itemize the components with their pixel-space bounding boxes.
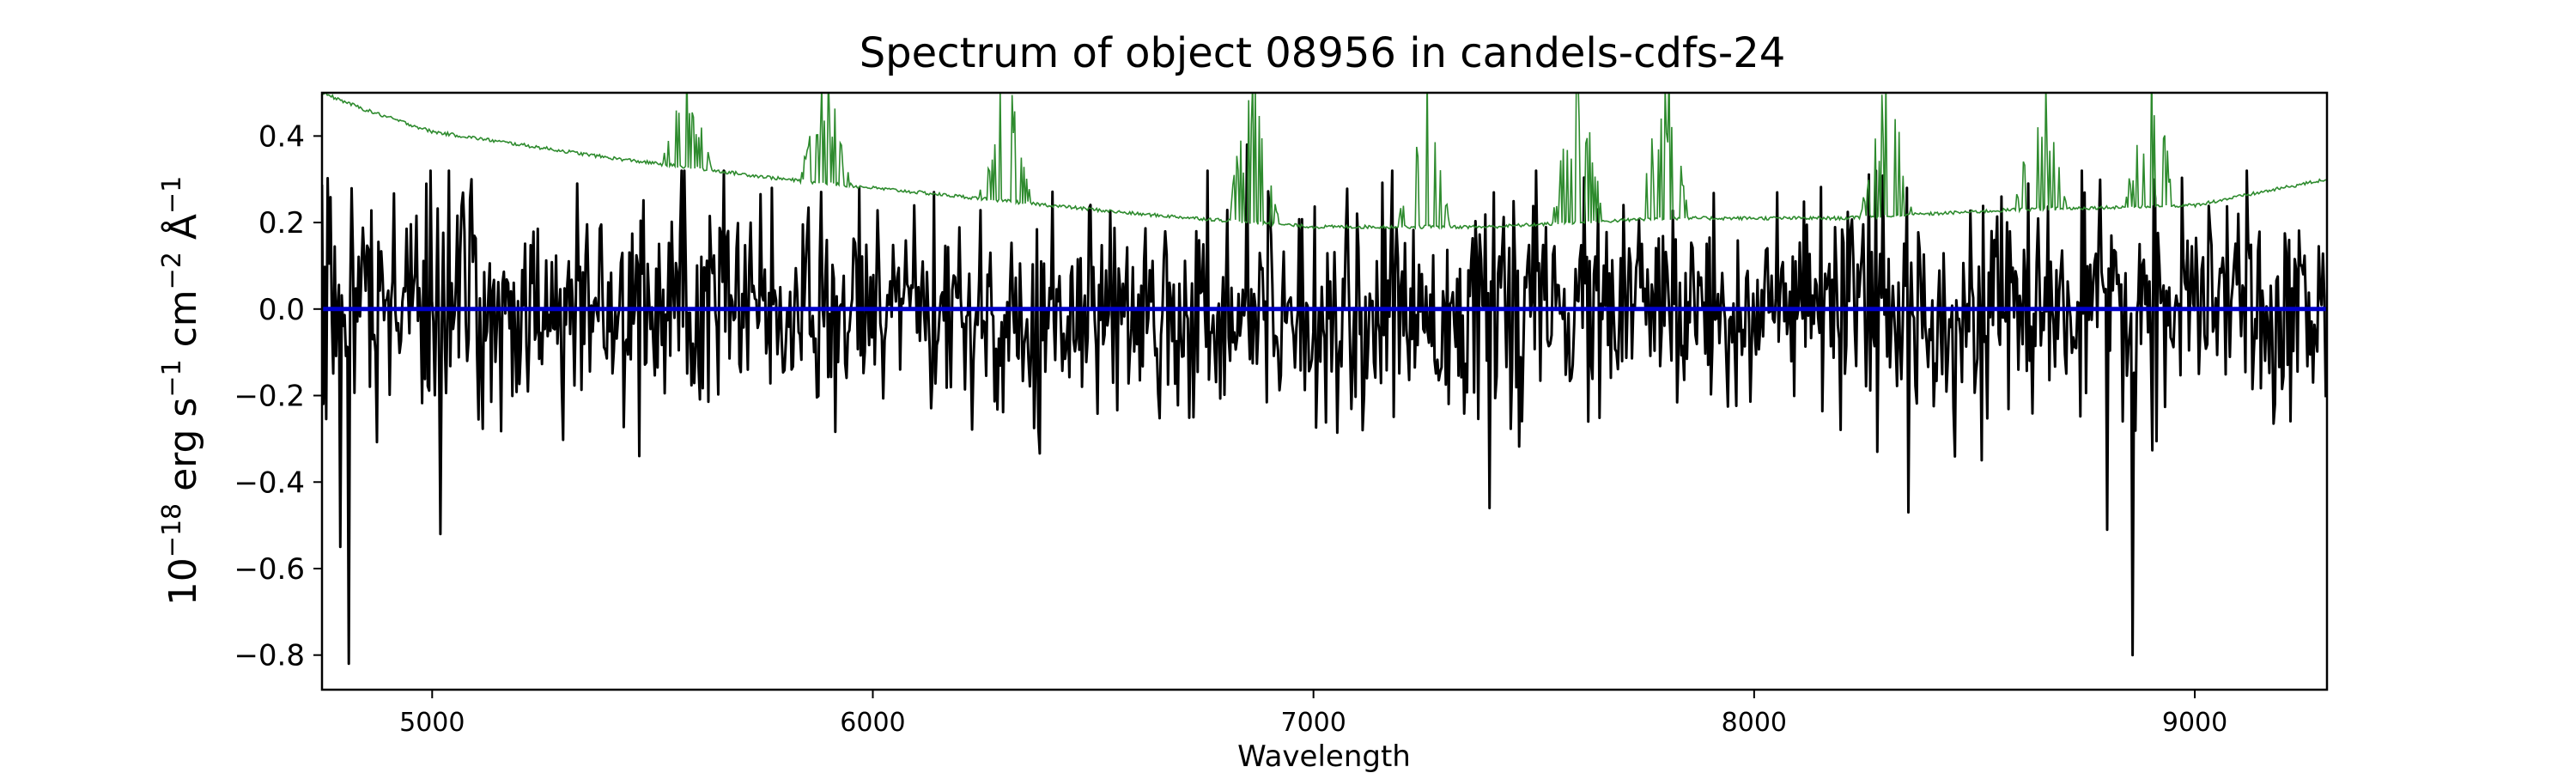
y-label-ang-exp: −1 [157, 176, 187, 214]
chart-title: Spectrum of object 08956 in candels-cdfs… [860, 29, 1786, 77]
y-axis-label: 10−18 erg s−1 cm−2 Å−1 [157, 176, 205, 606]
y-tick-label: −0.2 [234, 380, 305, 414]
plot-frame [320, 91, 2329, 691]
x-tick-label: 9000 [2162, 708, 2227, 738]
y-tick-label: 0.2 [258, 206, 305, 240]
x-axis-label: Wavelength [1237, 740, 1411, 773]
y-tick-label: −0.8 [234, 639, 305, 673]
flux-spectrum-line [322, 143, 2327, 666]
y-label-ang: Å [160, 214, 205, 252]
y-label-s-exp: −1 [157, 359, 187, 397]
y-tick-label: −0.4 [234, 466, 305, 500]
y-tick-label: −0.6 [234, 552, 305, 587]
x-tick-label: 5000 [399, 708, 465, 738]
x-axis: 5000 6000 7000 8000 9000 [399, 690, 2227, 738]
y-label-erg: erg s [161, 398, 205, 503]
y-tick-label: 0.4 [258, 119, 305, 154]
y-label-exp: −18 [157, 503, 187, 557]
y-label-base: 10 [161, 557, 205, 606]
series-layer [322, 93, 2327, 666]
y-tick-label: 0.0 [258, 293, 305, 327]
x-tick-label: 8000 [1722, 708, 1787, 738]
error-spectrum-line [322, 93, 2327, 230]
y-label-cm: cm [161, 289, 205, 359]
y-axis: −0.8 −0.6 −0.4 −0.2 0.0 0.2 0.4 [234, 119, 322, 673]
x-tick-label: 6000 [840, 708, 905, 738]
x-tick-label: 7000 [1280, 708, 1346, 738]
y-label-cm-exp: −2 [157, 252, 187, 289]
